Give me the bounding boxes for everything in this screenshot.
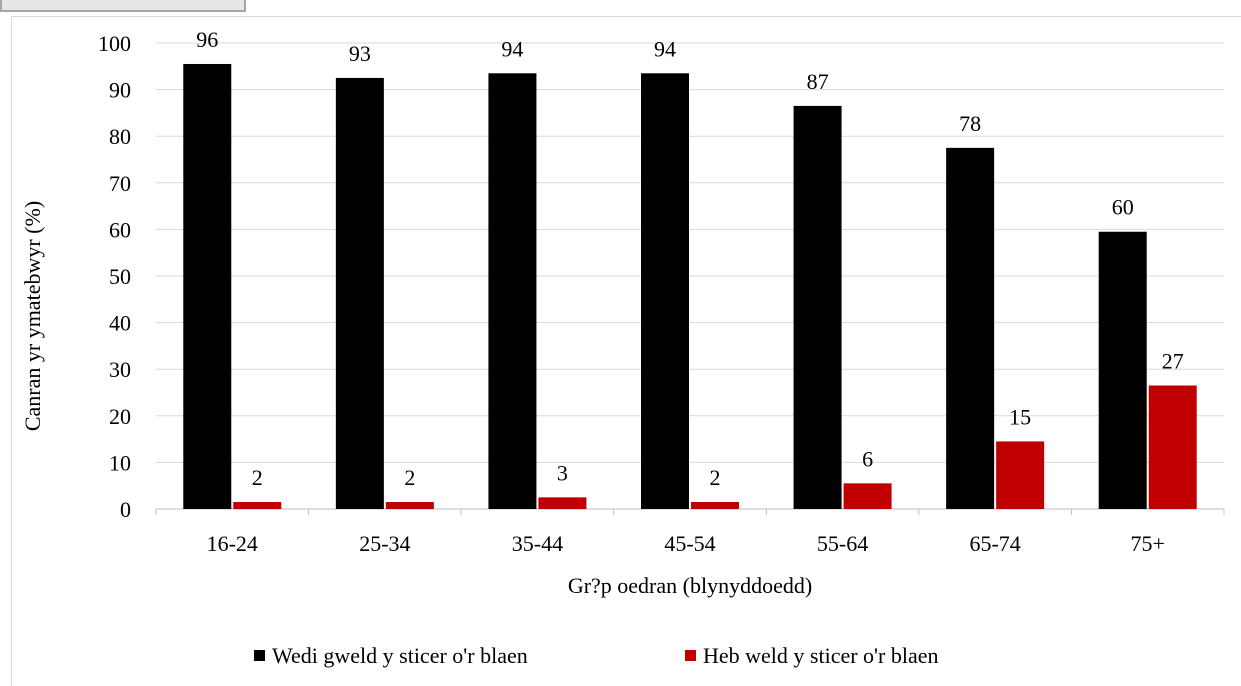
data-label: 93 [349,41,371,66]
y-tick-label: 20 [109,404,131,429]
bar-not-seen [844,483,892,509]
data-label: 3 [557,460,568,485]
bar-not-seen [538,497,586,509]
data-label: 27 [1162,349,1184,374]
data-label: 2 [252,465,263,490]
bar-not-seen [691,502,739,509]
y-tick-label: 30 [109,357,131,382]
y-tick-label: 90 [109,78,131,103]
x-tick-label: 45-54 [664,531,715,556]
bar-seen [336,78,384,509]
y-axis-ticks: 0 10 20 30 40 50 60 70 80 90 100 [98,31,131,522]
bar-seen [1099,232,1147,509]
bar-seen [183,64,231,509]
data-label: 94 [654,36,676,61]
bar-seen [794,106,842,509]
bar-seen [488,73,536,509]
data-label: 96 [196,27,218,52]
x-axis-ticks: 16-24 25-34 35-44 45-54 55-64 65-74 75+ [207,531,1165,556]
data-label: 6 [862,446,873,471]
x-tick-label: 25-34 [359,531,410,556]
x-tick-label: 16-24 [207,531,258,556]
legend-label-seen: Wedi gweld y sticer o'r blaen [272,643,528,668]
y-tick-label: 10 [109,450,131,475]
y-tick-label: 50 [109,264,131,289]
bar-not-seen [233,502,281,509]
data-label: 78 [959,111,981,136]
legend-swatch-seen [254,650,265,661]
legend: Wedi gweld y sticer o'r blaen Heb weld y… [254,643,939,668]
y-tick-label: 70 [109,171,131,196]
legend-label-not-seen: Heb weld y sticer o'r blaen [703,643,939,668]
x-axis-title: Gr?p oedran (blynyddoedd) [568,573,812,598]
data-label: 60 [1112,195,1134,220]
x-tick-label: 35-44 [512,531,563,556]
data-label: 15 [1009,404,1031,429]
bar-not-seen [386,502,434,509]
bar-seen [946,148,994,509]
bars [183,64,1196,509]
data-label: 94 [501,36,523,61]
data-label: 2 [710,465,721,490]
x-tick-label: 65-74 [969,531,1020,556]
y-tick-label: 100 [98,31,131,56]
gridlines [156,43,1224,515]
data-label: 87 [807,69,829,94]
bar-seen [641,73,689,509]
x-tick-label: 55-64 [817,531,868,556]
legend-swatch-not-seen [685,650,696,661]
y-axis-title: Canran yr ymatebwyr (%) [20,201,45,431]
y-tick-label: 80 [109,124,131,149]
y-tick-label: 40 [109,311,131,336]
y-tick-label: 0 [120,497,131,522]
y-tick-label: 60 [109,217,131,242]
x-tick-label: 75+ [1131,531,1165,556]
bar-not-seen [1149,386,1197,509]
bar-not-seen [996,441,1044,509]
data-label: 2 [404,465,415,490]
